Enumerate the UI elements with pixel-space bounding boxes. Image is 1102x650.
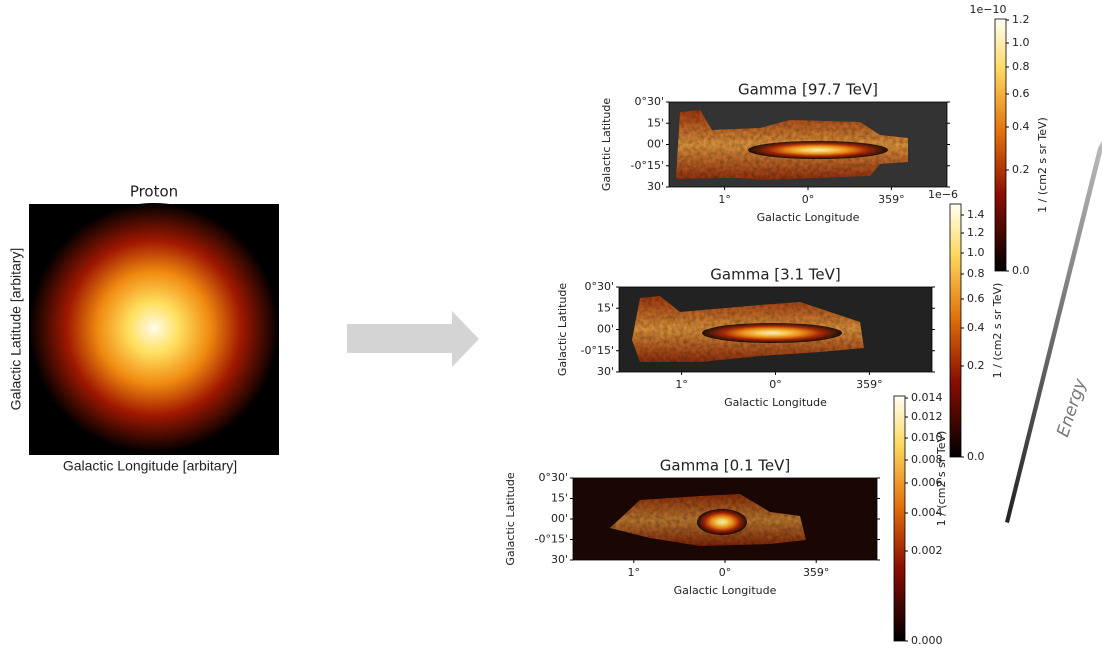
colorbar-label: 1 / (cm2 s sr TeV) (935, 431, 948, 527)
colorbar-tick-label: 0.4 (1012, 120, 1030, 133)
colorbar-tick-label: 1.2 (967, 226, 985, 239)
colorbar-tick-label: 1.0 (967, 246, 985, 259)
y-label: Galactic Latitude (504, 472, 517, 566)
figure: Proton Galactic Longitude [arbitary] Gal… (0, 0, 1102, 650)
y-tick-label: -0°15' (581, 344, 615, 357)
colorbar (995, 19, 1006, 271)
y-tick-label: 15' (597, 301, 614, 314)
colorbar-offset: 1e−10 (970, 3, 1007, 16)
colorbar-tick-label: 0.0 (1012, 264, 1030, 277)
y-tick-label: 00' (597, 323, 614, 336)
y-tick-label: 30' (597, 365, 614, 378)
energy-label: Energy (1053, 376, 1091, 440)
proton-xlabel: Galactic Longitude [arbitary] (63, 458, 237, 474)
x-label: Galactic Longitude (724, 396, 827, 409)
colorbar-tick-label: 0.2 (1012, 163, 1030, 176)
energy-arrow (1005, 141, 1102, 523)
colorbar-tick-label: 0.6 (1012, 87, 1030, 100)
emission-core (697, 509, 747, 535)
panel-title: Gamma [3.1 TeV] (710, 266, 840, 284)
y-tick-label: -0°15' (631, 159, 665, 172)
colorbar-label: 1 / (cm2 s sr TeV) (991, 283, 1004, 379)
colorbar-tick-label: 0.012 (911, 410, 943, 423)
colorbar-tick-label: 0.0 (967, 450, 985, 463)
y-tick-label: 30' (551, 553, 568, 566)
y-tick-label: -0°15' (535, 533, 569, 546)
x-tick-label: 1° (628, 566, 641, 579)
colorbar (894, 396, 905, 641)
colorbar-label: 1 / (cm2 s sr TeV) (1036, 117, 1049, 213)
y-label: Galactic Latitude (556, 283, 569, 377)
panel-title: Gamma [0.1 TeV] (660, 457, 790, 475)
y-tick-label: 00' (647, 138, 664, 151)
colorbar-tick-label: 0.8 (967, 267, 985, 280)
x-tick-label: 0° (719, 566, 732, 579)
colorbar-tick-label: 0.2 (967, 359, 985, 372)
y-tick-label: 15' (647, 116, 664, 129)
x-tick-label: 359° (878, 193, 905, 206)
proton-blob (29, 203, 279, 453)
y-label: Galactic Latitude (600, 98, 613, 192)
emission-core (702, 323, 842, 343)
colorbar-tick-label: 0.8 (1012, 60, 1030, 73)
y-tick-label: 0°30' (584, 280, 614, 293)
x-label: Galactic Longitude (674, 584, 777, 597)
colorbar-tick-label: 0.002 (911, 544, 943, 557)
colorbar-tick-label: 0.6 (967, 292, 985, 305)
x-tick-label: 359° (856, 378, 883, 391)
arrow (347, 311, 479, 367)
colorbar-tick-label: 1.4 (967, 208, 985, 221)
x-tick-label: 0° (802, 193, 815, 206)
y-tick-label: 0°30' (634, 95, 664, 108)
panel-title: Gamma [97.7 TeV] (738, 81, 878, 99)
colorbar-tick-label: 1.2 (1012, 13, 1030, 26)
colorbar-tick-label: 1.0 (1012, 36, 1030, 49)
proton-ylabel: Galactic Latitude [arbitary] (8, 248, 24, 411)
colorbar-offset: 1e−6 (928, 188, 958, 201)
y-tick-label: 0°30' (538, 471, 568, 484)
x-tick-label: 0° (769, 378, 782, 391)
proton-title: Proton (130, 183, 178, 201)
x-tick-label: 1° (675, 378, 688, 391)
colorbar-tick-label: 0.000 (911, 634, 943, 647)
colorbar-tick-label: 0.4 (967, 321, 985, 334)
x-tick-label: 1° (718, 193, 731, 206)
y-tick-label: 30' (647, 180, 664, 193)
colorbar (950, 204, 961, 457)
colorbar-tick-label: 0.014 (911, 391, 943, 404)
y-tick-label: 00' (551, 512, 568, 525)
y-tick-label: 15' (551, 492, 568, 505)
x-label: Galactic Longitude (757, 211, 860, 224)
x-tick-label: 359° (803, 566, 830, 579)
emission-core (748, 141, 888, 159)
